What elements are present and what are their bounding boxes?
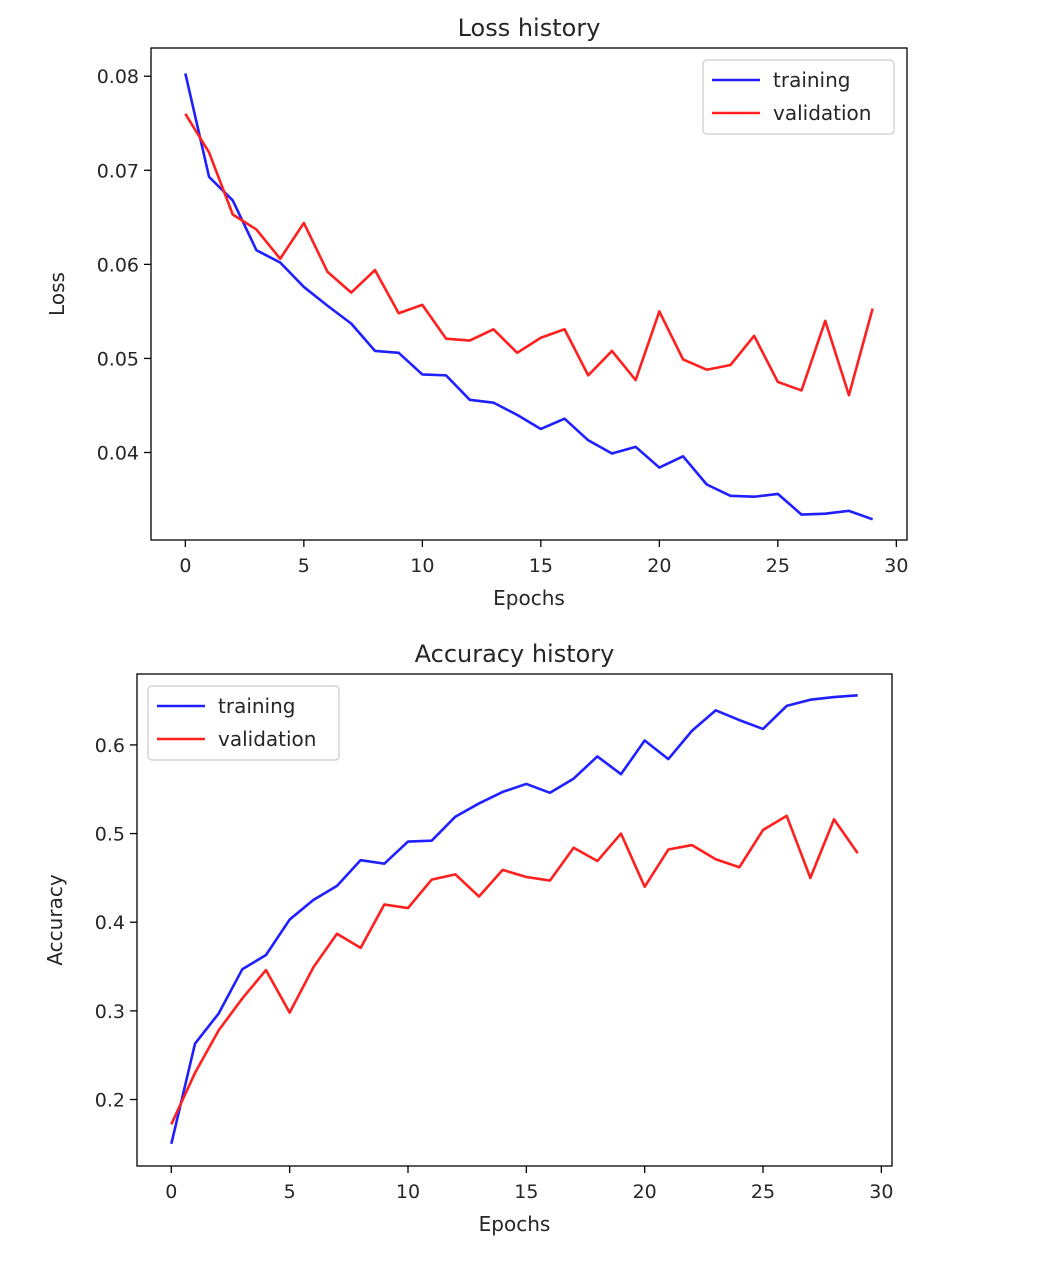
y-tick-label: 0.2 — [95, 1090, 125, 1112]
x-tick-label: 0 — [179, 555, 191, 577]
x-tick-label: 10 — [396, 1181, 420, 1203]
legend-box — [702, 59, 895, 135]
y-axis-label: Loss — [45, 272, 69, 316]
y-tick-label: 0.05 — [97, 348, 139, 370]
y-tick-label: 0.06 — [97, 254, 139, 276]
x-axis-label: Epochs — [479, 1212, 551, 1236]
x-tick-label: 20 — [633, 1181, 657, 1203]
plot-frame — [136, 673, 893, 1167]
y-axis-label: Accuracy — [43, 874, 67, 965]
y-tick-label: 0.5 — [95, 824, 125, 846]
y-tick-label: 0.3 — [95, 1001, 125, 1023]
x-tick-label: 5 — [284, 1181, 296, 1203]
x-tick-label: 0 — [165, 1181, 177, 1203]
chart-title: Accuracy history — [415, 640, 615, 668]
legend: training validation — [147, 685, 340, 761]
series-line-validation — [184, 113, 874, 397]
legend-label-training: training — [218, 694, 295, 718]
x-tick-label: 10 — [410, 555, 434, 577]
x-tick-label: 30 — [884, 555, 908, 577]
x-axis-label: Epochs — [493, 586, 565, 610]
legend-label-training: training — [773, 68, 850, 92]
x-tick-label: 5 — [298, 555, 310, 577]
legend: training validation — [702, 59, 895, 135]
x-tick-label: 30 — [869, 1181, 893, 1203]
y-tick-label: 0.07 — [97, 160, 139, 182]
series-line-validation — [170, 814, 859, 1125]
y-tick-label: 0.04 — [97, 443, 139, 465]
x-tick-label: 15 — [529, 555, 553, 577]
loss-history-chart: Loss history 0 5 10 15 20 25 30 0.04 0.05 0.06 0.07… — [45, 14, 908, 610]
accuracy-history-chart: Accuracy history 0 5 10 15 20 25 30 0.2 0.3 0.4 0.5… — [43, 640, 893, 1236]
chart-title: Loss history — [458, 14, 601, 42]
legend-box — [147, 685, 340, 761]
x-tick-label: 25 — [751, 1181, 775, 1203]
legend-label-validation: validation — [218, 727, 316, 751]
x-tick-label: 15 — [514, 1181, 538, 1203]
x-tick-label: 25 — [766, 555, 790, 577]
x-tick-label: 20 — [647, 555, 671, 577]
y-tick-label: 0.6 — [95, 735, 125, 757]
legend-label-validation: validation — [773, 101, 871, 125]
y-tick-label: 0.4 — [95, 912, 125, 934]
series-line-training — [184, 73, 874, 521]
plot-frame — [150, 47, 908, 541]
y-tick-label: 0.08 — [97, 66, 139, 88]
series-line-training — [170, 693, 858, 1145]
